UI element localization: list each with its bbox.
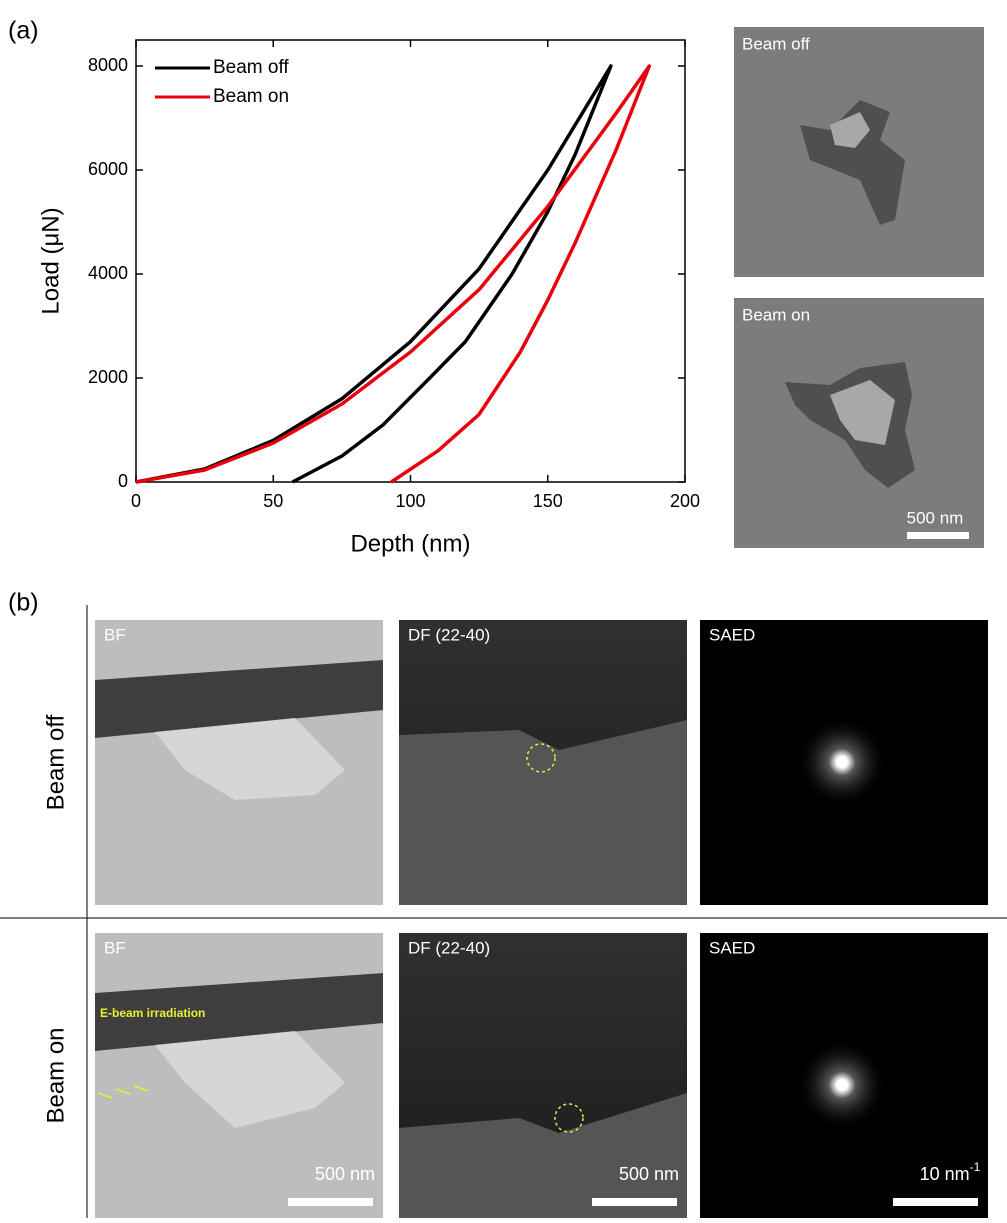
y-axis-label: Load (μN): [37, 207, 64, 314]
panel-label: (b): [8, 589, 39, 617]
df-bright-region: [399, 720, 687, 905]
row-label: Beam on: [42, 1027, 69, 1123]
annotation: E-beam irradiation: [100, 1006, 205, 1020]
tem-deformed: [155, 718, 345, 800]
df-bright-region: [399, 1093, 687, 1218]
scale-bar: [907, 532, 969, 539]
arrow: [97, 1092, 113, 1099]
arrow: [115, 1088, 131, 1095]
y-tick-label: 4000: [88, 263, 128, 283]
saed-aperture: [526, 743, 556, 773]
x-axis-label: Depth (nm): [350, 530, 470, 557]
data-line: [135, 64, 613, 484]
y-tick-label: 2000: [88, 367, 128, 387]
y-tick-label: 8000: [88, 55, 128, 75]
image-label: BF: [104, 938, 126, 957]
legend-label: Beam on: [213, 86, 289, 107]
x-tick-label: 50: [263, 491, 283, 511]
scale-bar: [592, 1198, 677, 1206]
arrow: [133, 1085, 149, 1092]
data-line: [135, 64, 652, 484]
scale-bar-label: 500 nm: [315, 1164, 375, 1184]
saed-aperture: [554, 1103, 584, 1133]
x-tick-label: 100: [395, 491, 425, 511]
scale-bar-label: 500 nm: [619, 1164, 679, 1184]
tem-layer: [95, 660, 383, 738]
image-label: Beam on: [742, 305, 810, 324]
y-tick-label: 6000: [88, 159, 128, 179]
scale-bar: [288, 1198, 373, 1206]
scale-bar-text: 500 nm: [315, 1164, 375, 1184]
image-label: SAED: [709, 938, 755, 957]
image-label: DF (22-40): [408, 938, 490, 957]
image-label: Beam off: [742, 34, 810, 53]
indent-shadow: [800, 100, 905, 225]
scale-bar: [893, 1198, 978, 1206]
panel-label: (a): [8, 17, 39, 45]
x-tick-label: 150: [533, 491, 563, 511]
indent-bright: [830, 112, 870, 148]
scale-bar-label: 500 nm: [907, 508, 964, 527]
saed-spot: [797, 1040, 887, 1130]
image-label: SAED: [709, 625, 755, 644]
scale-bar-text: 500 nm: [619, 1164, 679, 1184]
tem-layer: [95, 973, 383, 1051]
scale-bar-text: 10 nm: [920, 1164, 970, 1184]
x-tick-label: 200: [670, 491, 700, 511]
indent-bright: [830, 380, 895, 445]
x-tick-label: 0: [131, 491, 141, 511]
tem-deformed: [155, 1031, 345, 1128]
row-label: Beam off: [42, 714, 69, 810]
scale-bar-superscript: -1: [970, 1160, 981, 1174]
legend-label: Beam off: [213, 57, 289, 78]
saed-spot: [797, 717, 887, 807]
y-tick-label: 0: [118, 471, 128, 491]
image-label: BF: [104, 625, 126, 644]
image-label: DF (22-40): [408, 625, 490, 644]
scale-bar-label: 10 nm-1: [920, 1160, 981, 1184]
